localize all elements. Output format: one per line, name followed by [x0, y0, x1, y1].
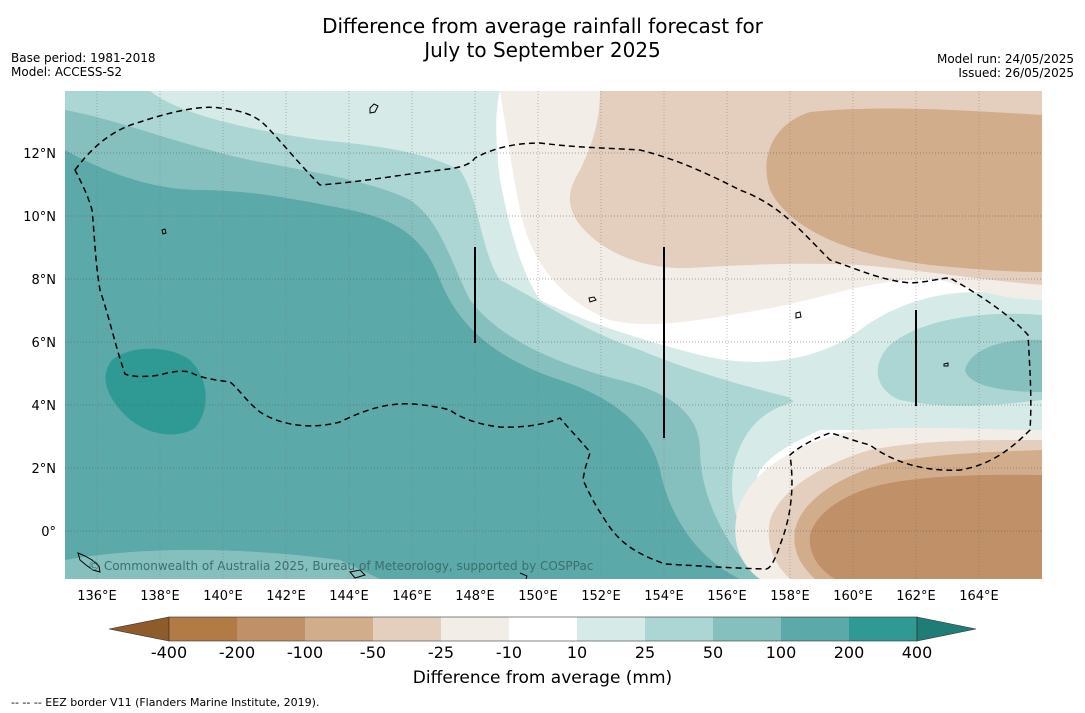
- colorbar-tick: -200: [218, 643, 256, 662]
- colorbar-tick: -400: [150, 643, 188, 662]
- lon-labels: 136°E 138°E 140°E 142°E 144°E 146°E 148°…: [77, 589, 999, 604]
- colorbar-swatch: [169, 617, 237, 641]
- lon-label: 144°E: [329, 589, 369, 604]
- lon-label: 152°E: [581, 589, 621, 604]
- lat-label: 0°: [41, 525, 56, 540]
- lon-label: 162°E: [896, 589, 936, 604]
- lat-labels: 12°N 10°N 8°N 6°N 4°N 2°N 0°: [23, 147, 56, 540]
- colorbar-tick: -100: [286, 643, 324, 662]
- footnote: -- -- -- EEZ border V11 (Flanders Marine…: [11, 696, 320, 709]
- colorbar-tick: 10: [566, 643, 588, 662]
- lat-label: 12°N: [23, 147, 56, 162]
- colorbar-high-extend: [916, 616, 977, 642]
- contour-50-100-east: [965, 339, 1042, 392]
- colorbar-tick: -50: [359, 643, 387, 662]
- lon-label: 164°E: [959, 589, 999, 604]
- lon-label: 148°E: [455, 589, 495, 604]
- colorbar-tick: 200: [833, 643, 865, 662]
- lat-label: 6°N: [32, 336, 57, 351]
- lat-label: 8°N: [32, 273, 57, 288]
- lat-gridlines: [65, 152, 1042, 532]
- colorbar-swatch: [237, 617, 305, 641]
- colorbar-swatch: [509, 617, 577, 641]
- marker-bars: [474, 247, 917, 438]
- title-line-2: July to September 2025: [424, 38, 661, 62]
- lon-label: 136°E: [77, 589, 117, 604]
- contour-200-400: [105, 348, 206, 435]
- lon-label: 150°E: [518, 589, 558, 604]
- colorbar-outline: [168, 616, 918, 642]
- colorbar-swatch: [849, 617, 917, 641]
- colorbar-tick: -10: [495, 643, 523, 662]
- colorbar-swatch: [645, 617, 713, 641]
- lon-label: 158°E: [770, 589, 810, 604]
- issued-date: Issued: 26/05/2025: [958, 66, 1074, 80]
- lat-label: 2°N: [32, 462, 57, 477]
- colorbar-tick: 25: [634, 643, 656, 662]
- colorbar-label: Difference from average (mm): [412, 668, 673, 688]
- lon-label: 140°E: [203, 589, 243, 604]
- copyright-notice: © Commonwealth of Australia 2025, Bureau…: [88, 559, 594, 573]
- lon-label: 142°E: [266, 589, 306, 604]
- lon-label: 138°E: [140, 589, 180, 604]
- colorbar-swatch: [441, 617, 509, 641]
- chart-title: Difference from average rainfall forecas…: [0, 14, 1085, 62]
- model-run-date: Model run: 24/05/2025: [936, 52, 1074, 66]
- colorbar-swatch: [373, 617, 441, 641]
- colorbar-tick: 50: [702, 643, 724, 662]
- model-info: Base period: 1981-2018 Model: ACCESS-S2: [11, 51, 156, 79]
- contour-50-100-bottom: [65, 549, 380, 579]
- base-period: Base period: 1981-2018: [11, 51, 156, 65]
- eez-border: [74, 106, 1032, 570]
- lon-label: 146°E: [392, 589, 432, 604]
- lat-label: 4°N: [32, 399, 57, 414]
- colorbar-tick: 100: [765, 643, 797, 662]
- colorbar-tick: -25: [427, 643, 455, 662]
- colorbar-swatch: [781, 617, 849, 641]
- colorbar-swatch: [305, 617, 373, 641]
- title-line-1: Difference from average rainfall forecas…: [322, 14, 763, 38]
- run-info: Model run: 24/05/2025 Issued: 26/05/2025: [937, 52, 1074, 80]
- map-contours: [65, 91, 1042, 579]
- colorbar-swatch: [713, 617, 781, 641]
- colorbar-swatch: [577, 617, 645, 641]
- lon-label: 154°E: [644, 589, 684, 604]
- lon-label: 156°E: [707, 589, 747, 604]
- lat-label: 10°N: [23, 210, 56, 225]
- lon-gridlines: [96, 91, 980, 579]
- model-name: Model: ACCESS-S2: [11, 65, 123, 79]
- lon-label: 160°E: [833, 589, 873, 604]
- islands: [77, 103, 949, 579]
- contour-minus-100-200-south: [809, 474, 1042, 579]
- contour-minus-50-100: [766, 108, 1042, 272]
- colorbar-low-extend: [108, 616, 170, 642]
- colorbar-tick: 400: [901, 643, 933, 662]
